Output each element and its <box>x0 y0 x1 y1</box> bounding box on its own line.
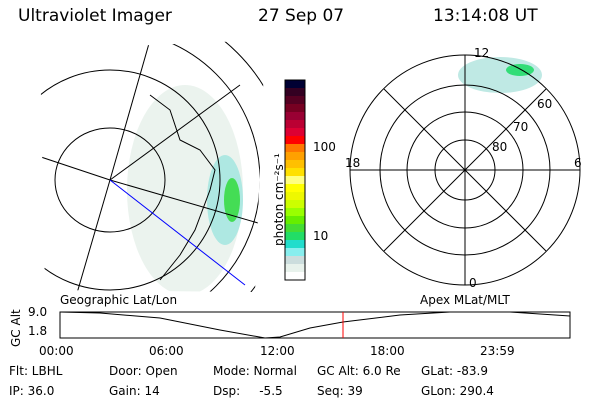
aurora-peak <box>224 178 240 222</box>
polar-grid <box>349 54 581 286</box>
door: Door: Open <box>109 364 178 378</box>
colorbar-swatch <box>285 136 305 145</box>
mode: Mode: Normal <box>213 364 297 378</box>
glon: GLon: 290.4 <box>421 384 494 398</box>
colorbar-swatch <box>285 216 305 225</box>
colorbar-swatch <box>285 96 305 105</box>
seq: Seq: 39 <box>317 384 363 398</box>
ip: IP: 36.0 <box>9 384 55 398</box>
date: 27 Sep 07 <box>258 6 345 26</box>
filter: Flt: LBHL <box>9 364 63 378</box>
aurora-oval <box>127 85 243 292</box>
colorbar-swatch <box>285 200 305 209</box>
time: 13:14:08 UT <box>433 6 538 26</box>
xtick: 18:00 <box>370 344 405 358</box>
colorbar-swatch <box>285 168 305 177</box>
ring-label-80: 80 <box>492 140 508 154</box>
polar-label-18: 18 <box>345 156 361 170</box>
geographic-label: Geographic Lat/Lon <box>60 293 178 307</box>
colorbar-tick-100: 100 <box>313 140 336 154</box>
polar-label-0: 0 <box>469 276 477 290</box>
polar-label-12: 12 <box>474 46 490 60</box>
colorbar-swatch <box>285 192 305 201</box>
colorbar-swatch <box>285 248 305 257</box>
colorbar-swatch <box>285 256 305 265</box>
colorbar-swatch <box>285 160 305 169</box>
colorbar <box>284 79 306 281</box>
colorbar-label: photon cm⁻²s⁻¹ <box>272 153 286 246</box>
colorbar-swatch <box>285 232 305 241</box>
gain: Gain: 14 <box>109 384 160 398</box>
xtick: 00:00 <box>39 344 74 358</box>
colorbar-frame <box>284 79 306 281</box>
colorbar-swatch <box>285 208 305 217</box>
ring-label-70: 70 <box>513 120 529 134</box>
colorbar-swatch <box>285 120 305 129</box>
colorbar-swatch <box>285 272 305 281</box>
colorbar-swatch <box>285 264 305 273</box>
ring-label-60: 60 <box>537 97 553 111</box>
alt-ylabel: GC Alt <box>9 309 23 347</box>
polar-label-6: 6 <box>574 156 582 170</box>
instrument-title: Ultraviolet Imager <box>18 6 172 26</box>
colorbar-swatch <box>285 112 305 121</box>
colorbar-swatch <box>285 224 305 233</box>
xtick: 06:00 <box>149 344 184 358</box>
colorbar-swatch <box>285 184 305 193</box>
xtick: 12:00 <box>260 344 295 358</box>
alt-plot-frame <box>59 311 571 339</box>
colorbar-tick-10: 10 <box>313 229 329 243</box>
colorbar-swatch <box>285 104 305 113</box>
apex-label: Apex MLat/MLT <box>420 293 510 307</box>
ytick-1.8: 1.8 <box>28 324 48 338</box>
glat: GLat: -83.9 <box>421 364 488 378</box>
colorbar-swatch <box>285 88 305 97</box>
colorbar-swatch <box>285 152 305 161</box>
alt-curve <box>59 311 571 339</box>
colorbar-swatch <box>285 176 305 185</box>
colorbar-swatch <box>285 128 305 137</box>
colorbar-swatch <box>285 80 305 89</box>
colorbar-swatch <box>285 144 305 153</box>
xtick: 23:59 <box>480 344 515 358</box>
gc-alt: GC Alt: 6.0 Re <box>317 364 401 378</box>
ytick-9: 9.0 <box>28 305 48 319</box>
colorbar-swatch <box>285 240 305 249</box>
dsp: Dsp: -5.5 <box>213 384 283 398</box>
